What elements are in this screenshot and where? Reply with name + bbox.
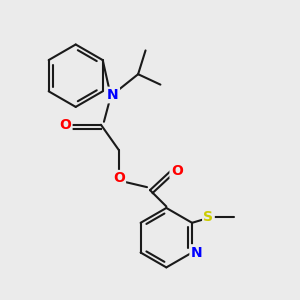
Text: O: O bbox=[113, 171, 125, 185]
Text: N: N bbox=[191, 245, 203, 260]
Text: O: O bbox=[59, 118, 71, 132]
Text: O: O bbox=[171, 164, 183, 178]
Text: S: S bbox=[203, 210, 213, 224]
Text: N: N bbox=[107, 88, 119, 102]
